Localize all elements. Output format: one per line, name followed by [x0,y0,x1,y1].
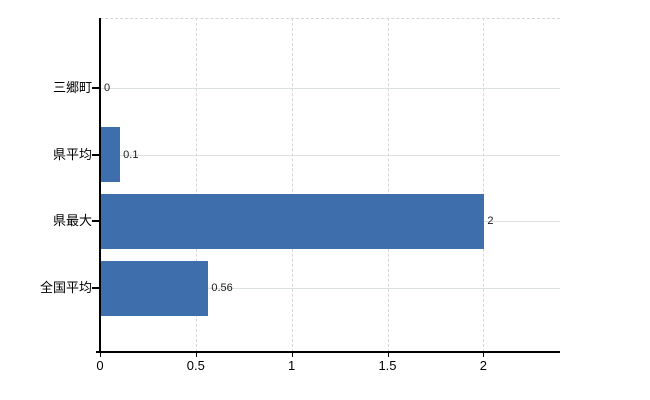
vertical-gridline [387,18,389,352]
x-axis-line [96,351,560,353]
plot-top-border [100,18,560,19]
x-tick [100,353,101,357]
vertical-gridline [195,18,197,352]
y-tick [92,153,99,156]
x-tick-label: 0.5 [186,358,205,373]
horizontal-gridline [100,154,560,156]
category-label: 県平均 [52,146,92,162]
y-tick [92,220,99,223]
x-tick-label: 0 [96,358,104,373]
vertical-gridline [483,18,485,352]
category-label: 全国平均 [39,280,92,296]
horizontal-gridline [100,288,560,290]
bar-1 [101,127,121,183]
bar-3 [101,260,209,316]
bar-2 [101,193,485,249]
horizontal-gridline [100,88,560,89]
x-tick [387,353,389,357]
y-tick [92,87,99,89]
x-tick [291,353,293,357]
y-tick [92,287,99,290]
category-label: 三郷町 [52,80,92,95]
x-tick-label: 1.5 [378,358,397,373]
category-label: 県最大 [52,213,92,229]
y-axis-line [99,18,101,352]
x-tick-label: 1 [288,358,296,373]
x-tick [195,353,197,357]
x-tick [483,353,485,357]
value-label: 2 [487,215,494,228]
x-tick-label: 2 [479,358,487,373]
value-label: 0.56 [211,282,233,295]
value-label: 0 [104,82,111,94]
vertical-gridline [291,18,293,352]
value-label: 0.1 [123,148,139,161]
